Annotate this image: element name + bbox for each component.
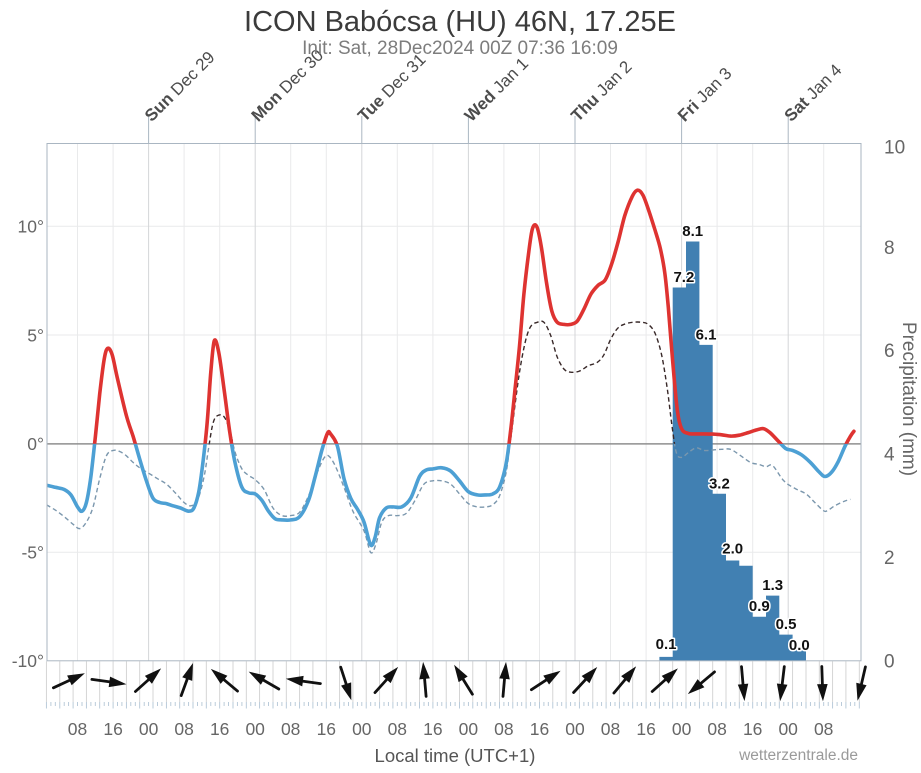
svg-text:0: 0 (884, 651, 895, 672)
svg-text:00: 00 (139, 719, 159, 739)
svg-text:ICON Babócsa (HU) 46N, 17.25E: ICON Babócsa (HU) 46N, 17.25E (244, 6, 676, 38)
svg-text:0.0: 0.0 (789, 637, 810, 654)
svg-text:0°: 0° (27, 434, 44, 454)
svg-text:Local time (UTC+1): Local time (UTC+1) (375, 745, 536, 766)
svg-text:08: 08 (68, 719, 87, 739)
svg-text:08: 08 (174, 719, 193, 739)
svg-text:08: 08 (494, 719, 513, 739)
svg-text:08: 08 (707, 719, 726, 739)
svg-text:00: 00 (245, 719, 265, 739)
svg-text:16: 16 (636, 719, 655, 739)
svg-text:00: 00 (565, 719, 585, 739)
svg-text:08: 08 (281, 719, 300, 739)
svg-text:00: 00 (459, 719, 479, 739)
svg-text:10: 10 (884, 137, 905, 158)
svg-text:16: 16 (103, 719, 122, 739)
svg-text:16: 16 (743, 719, 762, 739)
svg-text:08: 08 (814, 719, 833, 739)
svg-text:2.0: 2.0 (722, 541, 743, 558)
svg-text:8.1: 8.1 (682, 223, 703, 240)
svg-text:4: 4 (884, 445, 895, 466)
svg-text:wetterzentrale.de: wetterzentrale.de (738, 747, 858, 764)
svg-text:6: 6 (884, 341, 895, 362)
svg-text:00: 00 (672, 719, 692, 739)
svg-text:16: 16 (423, 719, 442, 739)
svg-text:00: 00 (352, 719, 372, 739)
svg-text:0.9: 0.9 (749, 598, 770, 615)
svg-text:Init: Sat, 28Dec2024 00Z 07:36: Init: Sat, 28Dec2024 00Z 07:36 16:09 (302, 38, 618, 59)
svg-text:8: 8 (884, 238, 895, 259)
svg-text:-5°: -5° (21, 543, 44, 563)
svg-text:5°: 5° (27, 325, 44, 345)
svg-text:0.5: 0.5 (776, 616, 797, 633)
svg-text:08: 08 (388, 719, 407, 739)
svg-text:1.3: 1.3 (762, 577, 783, 594)
svg-text:Precipitation (mm): Precipitation (mm) (898, 322, 919, 476)
svg-text:16: 16 (210, 719, 229, 739)
svg-text:3.2: 3.2 (709, 475, 730, 492)
svg-text:2: 2 (884, 548, 895, 569)
svg-text:16: 16 (317, 719, 336, 739)
svg-text:0.1: 0.1 (656, 636, 677, 653)
svg-text:7.2: 7.2 (673, 269, 694, 286)
svg-text:6.1: 6.1 (696, 326, 717, 343)
svg-text:-10°: -10° (12, 651, 44, 671)
svg-text:10°: 10° (18, 217, 44, 237)
svg-text:16: 16 (530, 719, 549, 739)
svg-text:00: 00 (778, 719, 798, 739)
svg-text:08: 08 (601, 719, 620, 739)
